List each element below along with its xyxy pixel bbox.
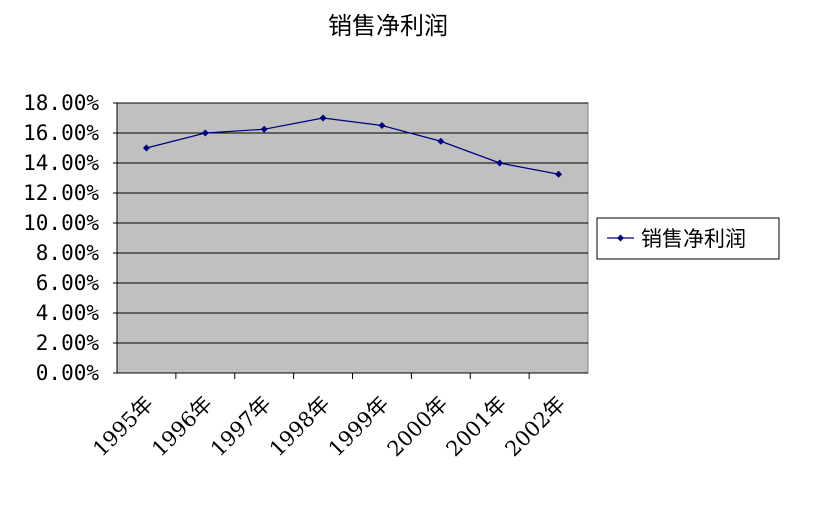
y-tick-label: 4.00% bbox=[36, 301, 100, 325]
y-tick-label: 10.00% bbox=[23, 211, 99, 235]
y-axis-ticks: 0.00% 2.00% 4.00% 6.00% 8.00% 10.00% 12.00% 14.… bbox=[23, 91, 117, 385]
y-tick-label: 12.00% bbox=[23, 181, 99, 205]
gridlines bbox=[117, 102, 588, 374]
x-tick-label: 2000年 bbox=[383, 392, 453, 462]
data-point bbox=[437, 137, 445, 145]
x-tick-label: 1997年 bbox=[206, 392, 276, 462]
series-group bbox=[142, 114, 563, 178]
x-tick-label: 1995年 bbox=[88, 392, 158, 462]
y-tick-label: 14.00% bbox=[23, 151, 99, 175]
data-point bbox=[142, 144, 150, 152]
legend-marker bbox=[617, 234, 624, 242]
x-tick-label: 2001年 bbox=[442, 392, 512, 462]
data-point bbox=[496, 159, 504, 167]
y-tick-label: 16.00% bbox=[23, 121, 99, 145]
data-point bbox=[378, 122, 386, 129]
y-tick-label: 8.00% bbox=[36, 241, 100, 265]
legend: 销售净利润 bbox=[596, 217, 780, 260]
data-point bbox=[319, 114, 327, 122]
data-point bbox=[201, 129, 209, 137]
x-tick-label: 1998年 bbox=[265, 392, 335, 462]
legend-label: 销售净利润 bbox=[641, 227, 746, 251]
x-tick-label: 2002年 bbox=[500, 392, 570, 462]
x-tick-label: 1996年 bbox=[147, 392, 217, 462]
y-tick-label: 18.00% bbox=[23, 91, 99, 115]
data-point bbox=[555, 170, 563, 178]
data-point bbox=[260, 125, 268, 133]
chart-title: 销售净利润 bbox=[328, 12, 448, 40]
y-tick-label: 2.00% bbox=[36, 331, 100, 355]
y-tick-label: 0.00% bbox=[36, 361, 100, 385]
plot-area bbox=[116, 102, 589, 374]
series-line bbox=[146, 117, 559, 175]
y-tick-label: 6.00% bbox=[36, 271, 100, 295]
x-tick-label: 1999年 bbox=[324, 392, 394, 462]
